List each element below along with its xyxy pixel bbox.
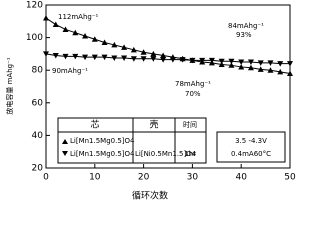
x-tick-label: 10 (89, 173, 101, 183)
chart: 循环次数 放电容量 mAhg⁻¹ 112mAhg⁻¹ 90mAhg⁻¹ 84mA… (5, 1, 296, 201)
annotation: 90mAhg⁻¹ (52, 67, 88, 75)
header: 壳 (149, 119, 158, 131)
marker (72, 29, 79, 36)
y-tick-label: 60 (32, 98, 44, 108)
marker (62, 26, 69, 32)
header: 时间 (183, 120, 197, 129)
marker (91, 54, 98, 61)
marker (287, 61, 293, 67)
legend-entry: Li[Mn1.5Mg0.5]O4 (70, 137, 135, 145)
annotation: 93% (236, 31, 252, 39)
marker (277, 68, 284, 75)
x-tick-label: 50 (284, 173, 296, 183)
conditions-box: 3.5 -4.3V 0.4mA60°C (216, 131, 286, 163)
header: 芯 (90, 119, 99, 131)
legend-entry: Li[Mn1.5Mg0.5]O4 (70, 150, 135, 158)
marker (247, 59, 254, 66)
x-axis-label: 循环次数 (132, 190, 168, 201)
marker (287, 70, 293, 76)
marker (111, 41, 118, 48)
y-tick-label: 120 (26, 1, 43, 11)
marker (257, 66, 264, 72)
marker (199, 57, 206, 64)
marker (62, 53, 69, 60)
marker (43, 51, 49, 57)
marker (257, 60, 264, 66)
y-tick-label: 100 (26, 33, 43, 43)
marker (160, 52, 167, 59)
marker (169, 57, 176, 63)
marker (52, 53, 59, 59)
marker (160, 57, 167, 63)
x-tick-label: 20 (138, 173, 150, 183)
annotation: 112mAhg⁻¹ (58, 13, 99, 21)
marker (238, 59, 245, 66)
marker (247, 64, 254, 71)
marker (91, 36, 98, 42)
marker (72, 53, 79, 60)
annotation: 78mAhg⁻¹ (175, 80, 211, 88)
legend-table: 芯 壳 时间 Li[Mn1.5Mg0.5]O4 Li[Mn1.5Mg0.5]O4… (57, 117, 207, 164)
marker (52, 21, 59, 28)
marker (150, 50, 157, 57)
y-axis-label: 放电容量 mAhg⁻¹ (5, 57, 14, 114)
marker (140, 56, 147, 62)
marker (150, 56, 157, 62)
marker (228, 58, 235, 65)
plot-frame (45, 4, 291, 169)
marker (238, 63, 245, 70)
annotation: 84mAhg⁻¹ (228, 22, 264, 30)
marker (43, 15, 49, 21)
marker (101, 54, 108, 61)
condition: 0.4mA60°C (231, 150, 271, 158)
x-tick-label: 30 (187, 173, 199, 183)
marker (179, 57, 186, 63)
y-tick-label: 80 (32, 66, 44, 76)
marker (218, 58, 225, 65)
marker (130, 56, 137, 62)
condition: 3.5 -4.3V (235, 137, 267, 145)
y-tick-label: 40 (32, 131, 44, 141)
marker (208, 57, 215, 64)
marker (82, 54, 89, 61)
marker (140, 49, 147, 55)
time: 1hr (184, 150, 196, 158)
marker (267, 60, 274, 66)
marker (228, 62, 235, 68)
marker (218, 61, 225, 67)
marker (121, 55, 128, 61)
marker (82, 32, 89, 39)
annotation: 70% (185, 90, 201, 98)
x-tick-label: 0 (43, 173, 49, 183)
marker (130, 46, 137, 53)
shell: Li[Ni0.5Mn1.5]O4 (135, 150, 197, 158)
marker (111, 55, 118, 61)
marker (101, 39, 108, 45)
marker (121, 44, 128, 50)
x-tick-label: 40 (235, 173, 247, 183)
marker (277, 61, 284, 67)
marker (267, 67, 274, 73)
y-tick-label: 20 (32, 164, 44, 174)
marker (189, 57, 196, 64)
